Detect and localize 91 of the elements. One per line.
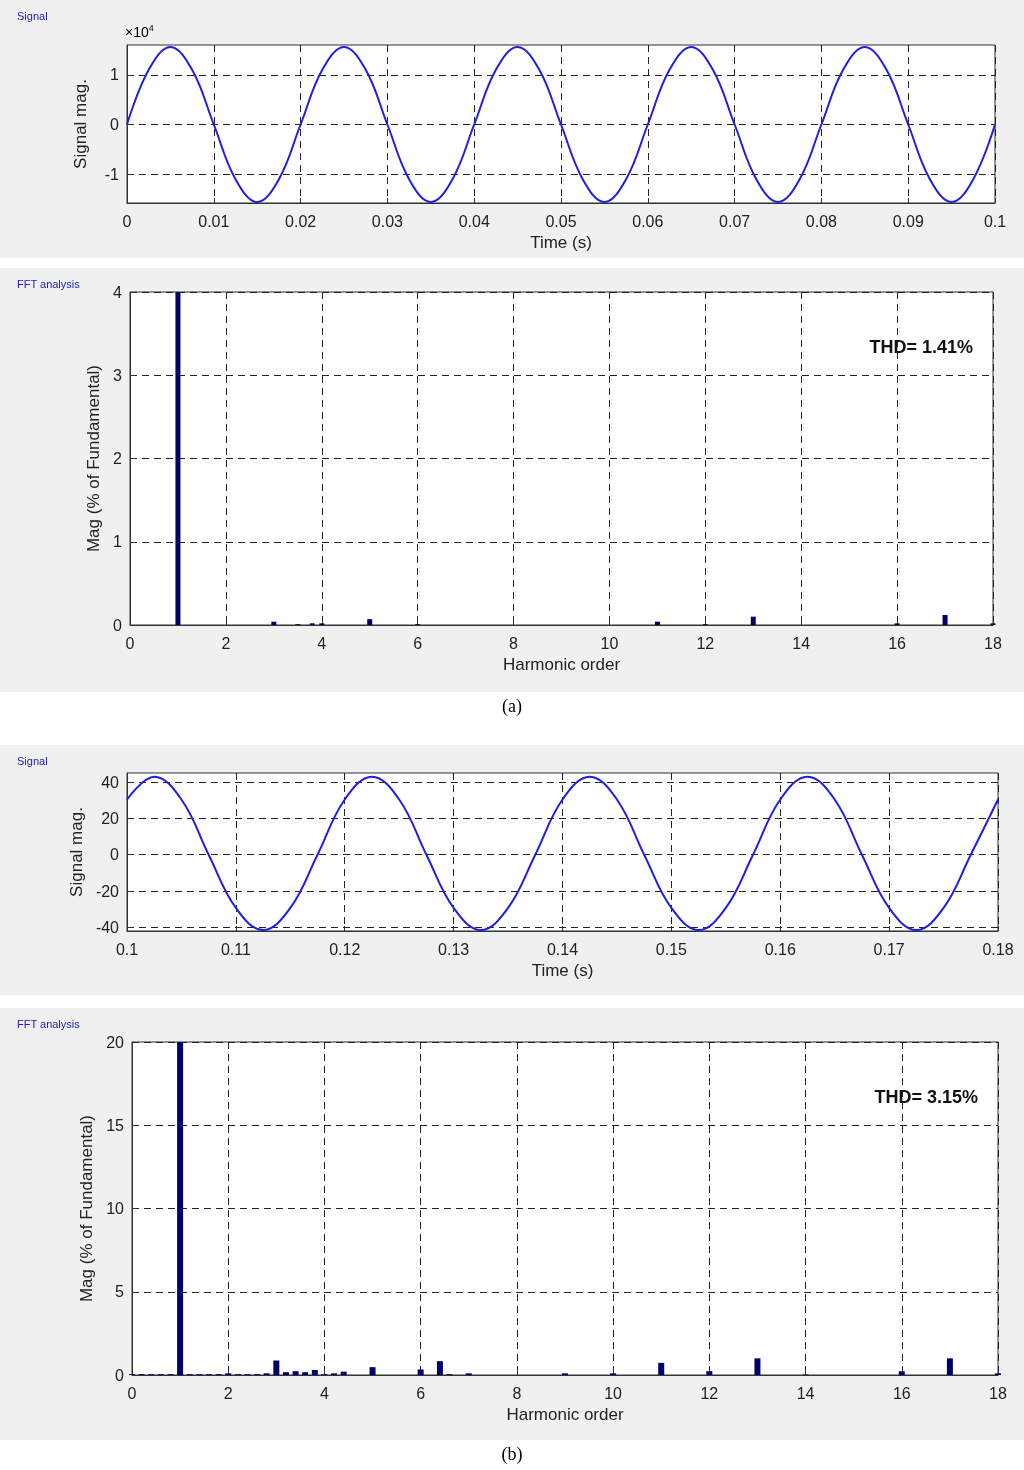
- y-tick-label: 0: [110, 846, 120, 864]
- x-tick-label: 0.17: [873, 940, 905, 958]
- x-tick-label: 0.05: [545, 212, 577, 230]
- x-tick-label: 6: [416, 1384, 426, 1402]
- bar: [750, 616, 756, 625]
- y-tick-label: 2: [113, 450, 123, 467]
- bar: [302, 1372, 309, 1375]
- x-tick-label: 0.06: [632, 212, 664, 230]
- bar: [175, 292, 181, 625]
- bar: [436, 1361, 443, 1375]
- bar: [177, 1042, 184, 1375]
- text: (a): [501, 696, 523, 717]
- x-tick-label: 0.11: [220, 940, 251, 958]
- x-tick-label: 16: [888, 634, 907, 652]
- bar: [369, 1367, 376, 1375]
- y-tick-label: 4: [113, 283, 123, 301]
- x-tick-label: 4: [319, 1384, 329, 1402]
- x-tick-label: 0.13: [438, 940, 470, 958]
- bar: [340, 1371, 347, 1375]
- y-tick-label: 20: [101, 809, 120, 827]
- x-axis-title: Time (s): [531, 960, 594, 980]
- x-tick-label: 0.08: [805, 212, 838, 230]
- y-axis-title: Mag (% of Fundamental): [84, 364, 103, 553]
- x-axis-title: Time (s): [530, 232, 592, 252]
- y-tick-label: 1: [113, 533, 123, 551]
- x-tick-label: 0.14: [546, 940, 579, 958]
- bar: [273, 1360, 280, 1375]
- y-tick-label: 5: [115, 1283, 125, 1301]
- bar: [942, 615, 948, 625]
- text: Signal: [17, 9, 48, 22]
- x-tick-label: 0.18: [982, 940, 1014, 958]
- text: (b): [500, 1444, 524, 1465]
- x-tick-label: 0.04: [458, 212, 490, 230]
- bar: [367, 619, 373, 625]
- x-tick-label: 0.15: [655, 940, 688, 958]
- bar: [658, 1362, 665, 1375]
- bar: [292, 1371, 299, 1375]
- x-tick-label: 0.1: [115, 940, 139, 958]
- y-tick-label: 20: [106, 1033, 125, 1051]
- text: Signal: [17, 754, 48, 767]
- x-tick-label: 2: [223, 1384, 233, 1402]
- x-tick-label: 0.01: [198, 212, 230, 230]
- y-axis-title: Signal mag.: [71, 79, 90, 169]
- x-tick-label: 16: [892, 1384, 911, 1402]
- x-tick-label: 8: [512, 1384, 522, 1402]
- bar: [754, 1358, 761, 1375]
- x-tick-label: 0: [127, 1384, 137, 1402]
- y-tick-label: 0: [115, 1366, 125, 1384]
- x-tick-label: 12: [700, 1384, 719, 1402]
- bar: [946, 1358, 953, 1375]
- x-tick-label: 0.07: [719, 212, 751, 230]
- y-tick-label: 0: [110, 116, 120, 133]
- y-tick-label: 1: [110, 66, 120, 84]
- y-tick-label: 40: [101, 773, 120, 791]
- annotation: THD= 1.41%: [869, 337, 973, 357]
- y-tick-label: 3: [113, 366, 123, 384]
- x-tick-label: 0.12: [329, 940, 361, 958]
- y-tick-label: 0: [113, 616, 123, 634]
- x-tick-label: 0.02: [285, 212, 317, 230]
- line-series: [126, 45, 996, 204]
- y-tick-label: 10: [106, 1200, 125, 1217]
- annotation: THD= 3.15%: [874, 1087, 978, 1107]
- y-tick-label: -40: [95, 918, 120, 936]
- bar: [898, 1371, 905, 1375]
- y-tick-label: -20: [95, 882, 120, 900]
- x-tick-label: 10: [604, 1384, 623, 1402]
- x-tick-label: 0.1: [983, 212, 1007, 230]
- y-axis-title: Signal mag.: [66, 807, 86, 897]
- x-tick-label: 6: [413, 634, 423, 652]
- bar: [311, 1370, 318, 1375]
- bar: [282, 1372, 289, 1375]
- x-tick-label: 0.03: [371, 212, 404, 230]
- x-axis-title: Harmonic order: [502, 654, 621, 674]
- x-tick-label: 18: [984, 634, 1002, 652]
- y-tick-label: -1: [104, 165, 120, 183]
- x-tick-label: 10: [600, 634, 619, 652]
- x-tick-label: 12: [696, 634, 715, 652]
- x-axis-title: Harmonic order: [506, 1404, 624, 1424]
- y-axis-title: Mag (% of Fundamental): [77, 1114, 97, 1303]
- x-tick-label: 18: [989, 1384, 1007, 1402]
- chart-title: FFT analysis: [17, 1017, 81, 1030]
- x-tick-label: 4: [317, 634, 327, 652]
- x-tick-label: 0.09: [892, 212, 924, 230]
- chart-title: FFT analysis: [17, 277, 81, 290]
- x-tick-label: 14: [792, 634, 811, 652]
- x-tick-label: 0.16: [764, 940, 796, 958]
- x-tick-label: 2: [221, 634, 231, 652]
- x-tick-label: 8: [509, 634, 519, 652]
- y-tick-label: 15: [106, 1116, 125, 1134]
- x-tick-label: 14: [796, 1384, 815, 1402]
- line-series: [126, 775, 999, 932]
